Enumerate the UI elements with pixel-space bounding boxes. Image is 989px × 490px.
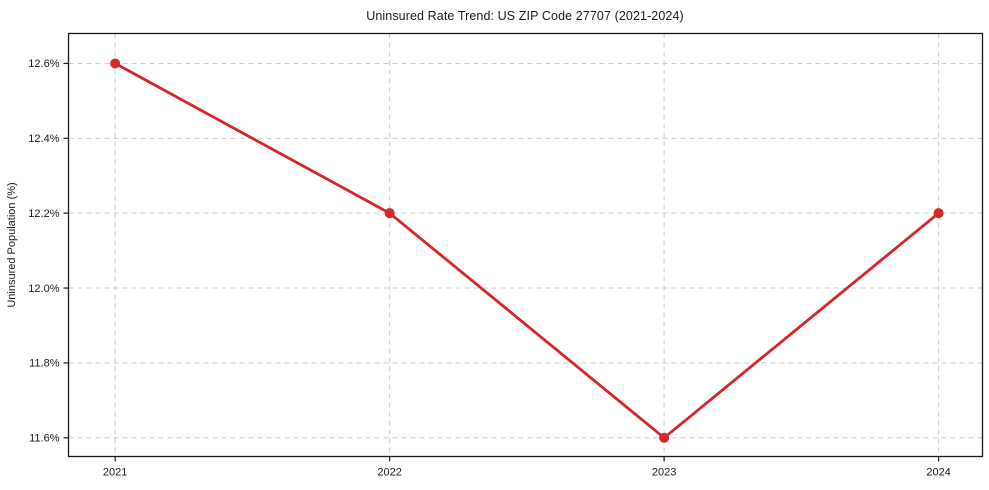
x-tick-label: 2022 bbox=[377, 467, 401, 479]
y-tick-label: 12.6% bbox=[28, 58, 59, 70]
y-tick-label: 11.6% bbox=[29, 433, 60, 445]
data-point bbox=[659, 432, 670, 443]
x-tick-label: 2021 bbox=[103, 467, 127, 479]
y-axis-label: Uninsured Population (%) bbox=[6, 182, 18, 307]
data-point bbox=[933, 208, 944, 219]
y-tick-label: 12.2% bbox=[28, 208, 59, 220]
y-tick-label: 11.8% bbox=[29, 358, 60, 370]
y-tick-label: 12.4% bbox=[28, 133, 59, 145]
trend-line bbox=[113, 62, 940, 440]
data-point bbox=[384, 208, 395, 219]
plot-border bbox=[67, 32, 984, 458]
data-point bbox=[110, 58, 121, 69]
x-tick-label: 2023 bbox=[652, 467, 676, 479]
chart-title: Uninsured Rate Trend: US ZIP Code 27707 … bbox=[366, 9, 684, 23]
y-tick-label: 12.0% bbox=[28, 283, 59, 295]
x-tick-label: 2024 bbox=[926, 467, 950, 479]
